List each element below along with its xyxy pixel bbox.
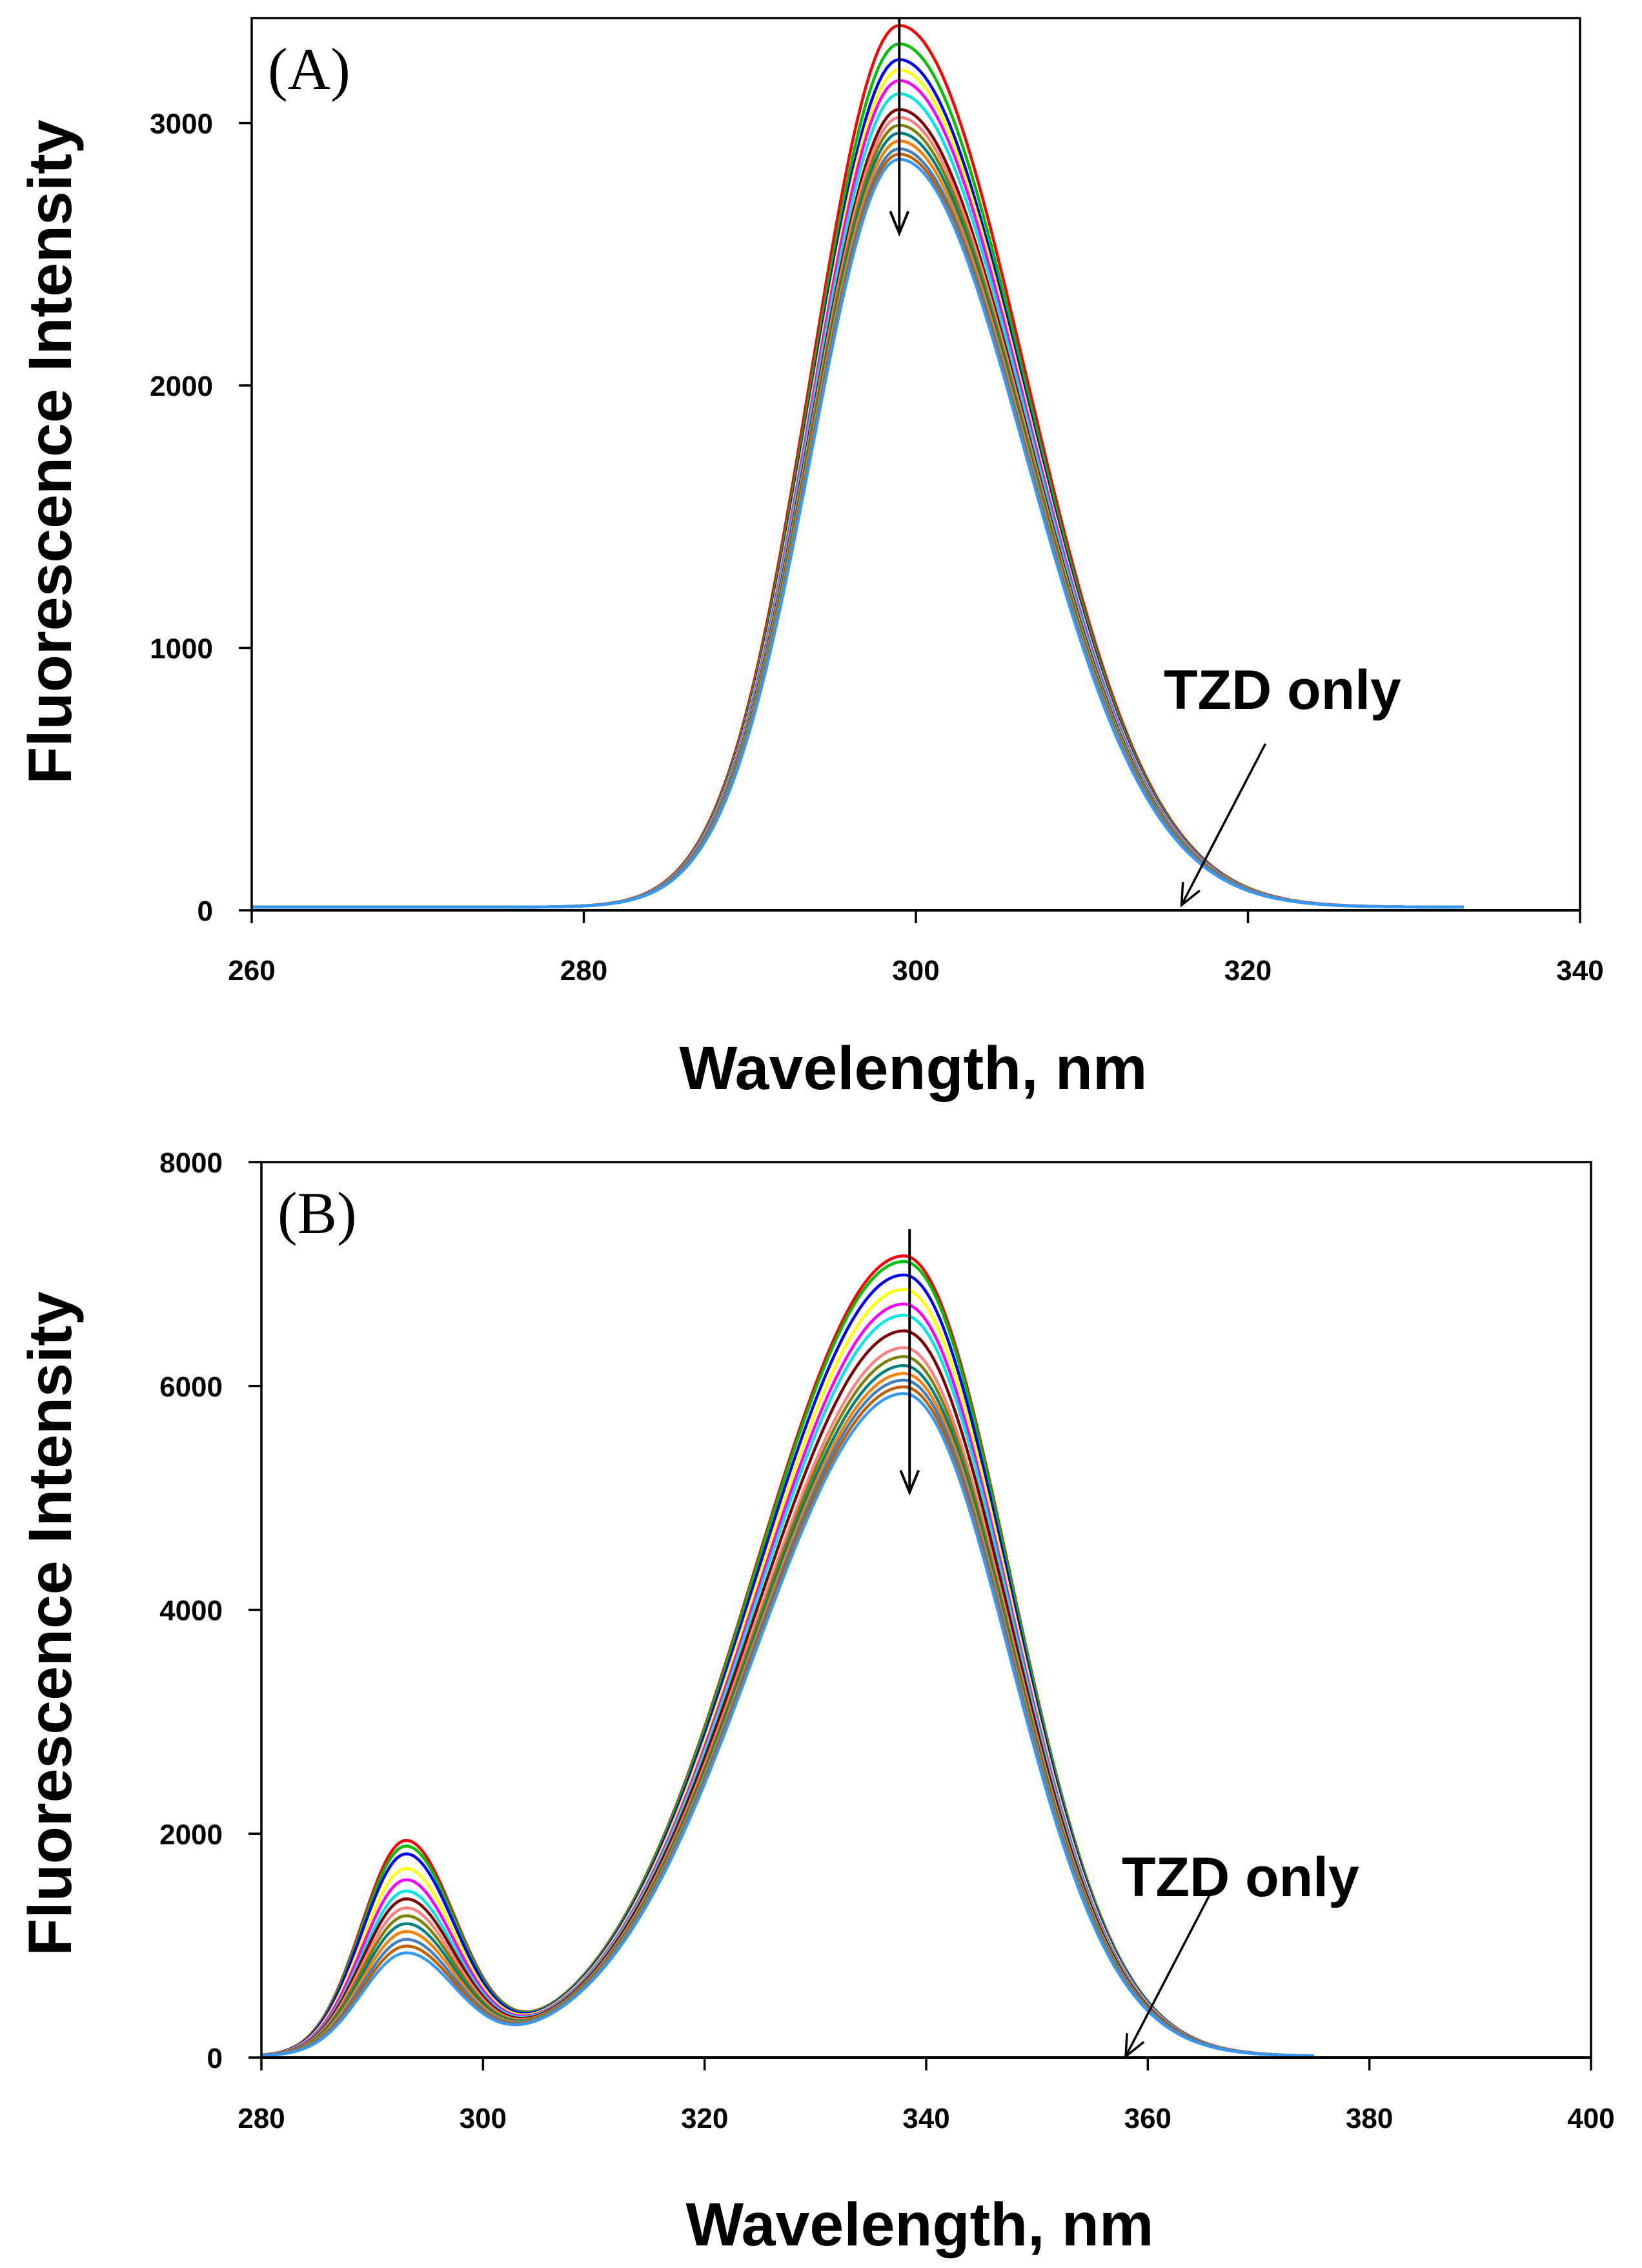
x-tick-label: 340 — [902, 2103, 949, 2134]
panel-b-curves — [261, 1254, 1314, 2058]
x-tick-label: 360 — [1124, 2103, 1171, 2134]
panel-a-x-ticks: 260 280 300 320 340 — [228, 910, 1604, 986]
y-tick-label: 4000 — [159, 1595, 223, 1627]
y-tick-label: 3000 — [150, 108, 213, 140]
panel-a-y-axis-label: Fluorescence Intensity — [16, 119, 85, 784]
panel-b-label: (B) — [278, 1180, 357, 1246]
panel-a-annotation-tzd-only: TZD only — [1164, 659, 1401, 721]
annotation-arrow-shaft — [1124, 1894, 1211, 2058]
x-tick-label: 340 — [1556, 955, 1603, 986]
y-tick-label: 2000 — [150, 371, 213, 402]
x-tick-label: 400 — [1567, 2103, 1614, 2134]
panel-b-y-axis-label: Fluorescence Intensity — [16, 1291, 85, 1956]
y-tick-label: 0 — [207, 2043, 223, 2074]
annotation-arrow-shaft — [1181, 743, 1267, 906]
x-tick-label: 300 — [460, 2103, 507, 2134]
x-tick-label: 260 — [228, 955, 275, 986]
y-tick-label: 6000 — [159, 1371, 223, 1403]
y-tick-label: 8000 — [159, 1147, 223, 1179]
y-tick-label: 0 — [198, 895, 213, 927]
y-tick-label: 1000 — [150, 633, 213, 665]
x-tick-label: 280 — [238, 2103, 285, 2134]
trend-arrow-head — [889, 210, 910, 237]
panel-a-trend-arrow — [889, 18, 910, 237]
panel-b-trend-arrow — [899, 1229, 920, 1496]
x-tick-label: 320 — [1224, 955, 1272, 986]
panel-b-annotation-tzd-only: TZD only — [1122, 1846, 1359, 1908]
panel-a-label: (A) — [268, 36, 350, 102]
x-tick-label: 300 — [892, 955, 939, 986]
panel-b-x-axis-label: Wavelength, nm — [686, 2191, 1154, 2259]
x-tick-label: 320 — [681, 2103, 728, 2134]
panel-a-curves — [252, 24, 1464, 909]
panel-b-x-ticks: 280 300 320 340 360 380 400 — [238, 2058, 1615, 2134]
panel-a-annotation-arrow — [1180, 743, 1267, 908]
panel-b-y-ticks: 0 2000 4000 6000 8000 — [159, 1147, 261, 2074]
panel-a-series-14 — [252, 158, 1464, 909]
x-tick-label: 380 — [1346, 2103, 1393, 2134]
panel-a: 260 280 300 320 340 0 1000 2000 3000 (A) TZD on… — [16, 17, 1604, 1103]
panel-b-series-14 — [261, 1392, 1314, 2058]
panel-b: 280 300 320 340 360 380 400 02000400060008000 … — [16, 1147, 1615, 2259]
x-tick-label: 280 — [560, 955, 607, 986]
annotation-arrow-head — [1180, 881, 1201, 908]
y-tick-label: 2000 — [159, 1819, 223, 1850]
panel-a-x-axis-label: Wavelength, nm — [680, 1034, 1148, 1103]
panel-a-y-ticks: 0 1000 2000 3000 — [150, 108, 252, 927]
trend-arrow-head — [899, 1469, 920, 1496]
